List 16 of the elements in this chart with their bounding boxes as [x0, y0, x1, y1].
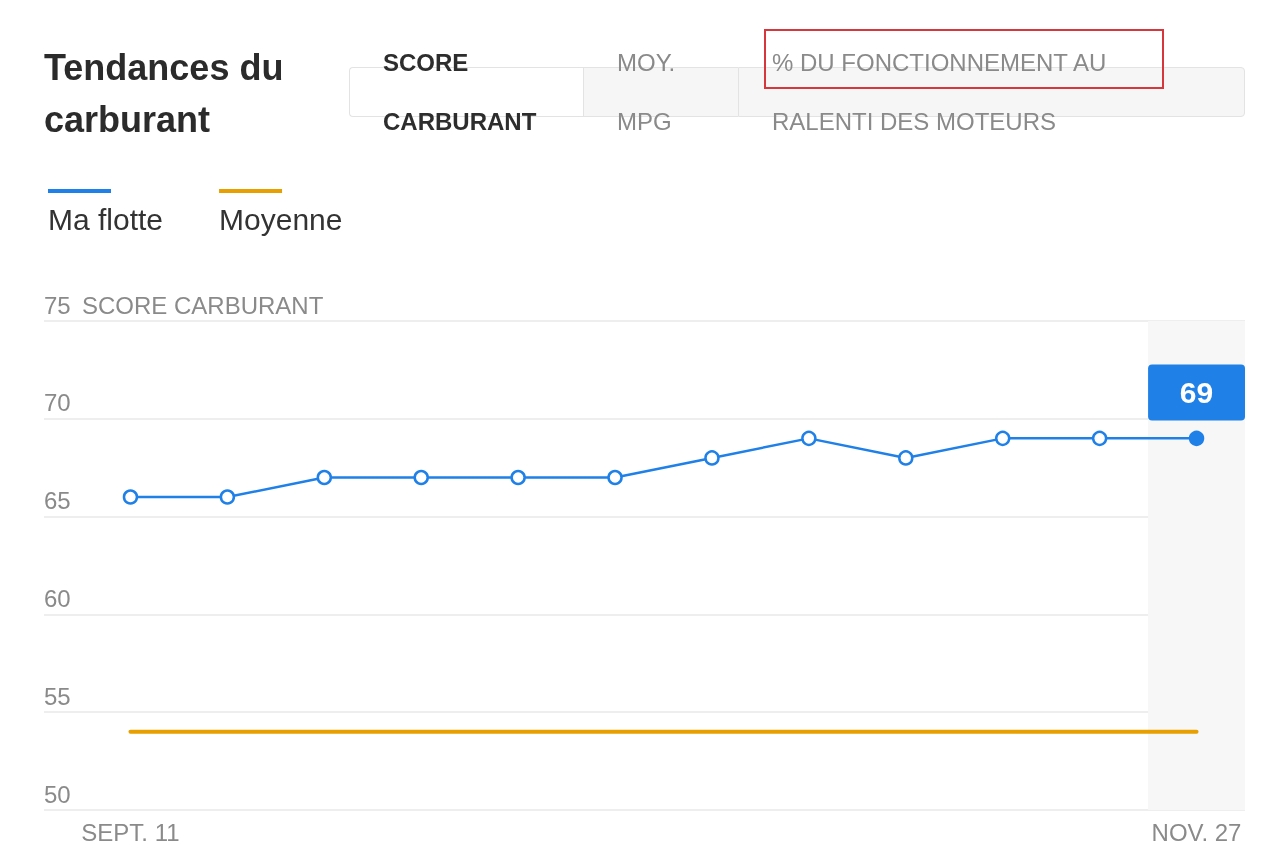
x-tick-label: SEPT. 11: [81, 818, 180, 846]
y-axis-title: SCORE CARBURANT: [82, 291, 324, 319]
x-tick-label: NOV. 27: [1151, 818, 1242, 846]
tab: SCORE CARBURANT: [349, 32, 583, 152]
y-tick-label: 70: [44, 389, 71, 417]
data-label: 69: [1179, 376, 1214, 410]
tab: % DU FONCTIONNEMENT AU RALENTI DES MOTEURS: [738, 32, 1245, 152]
y-tick-label: 50: [44, 780, 71, 808]
y-tick-label: 55: [44, 682, 71, 710]
legend-label: Ma flotte: [48, 202, 164, 236]
y-tick-label: 60: [44, 584, 71, 612]
legend-label: Moyenne: [219, 202, 343, 236]
y-tick-label: 65: [44, 487, 71, 515]
chart-title: Tendances du carburant: [44, 46, 285, 142]
tab: MOY. MPG: [583, 32, 738, 152]
y-tick-label: 75: [44, 291, 71, 319]
